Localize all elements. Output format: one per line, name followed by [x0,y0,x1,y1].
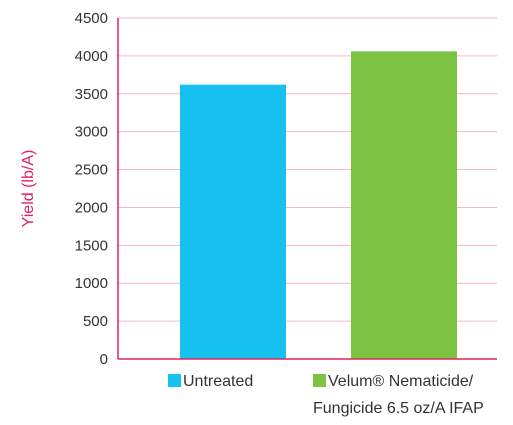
y-tick-labels: 0 500 1000 1500 2000 2500 3000 3500 4000 4500 [75,10,108,368]
legend: Untreated Velum® Nematicide/Fungicide 6.5… [168,373,484,417]
axes [117,18,497,360]
y-tick-label-2500: 2500 [75,162,108,179]
y-tick-label-1000: 1000 [75,275,108,292]
legend-label-2-line-2: Fungicide 6.5 oz/A IFAP [313,400,484,417]
y-tick-label-500: 500 [83,313,108,330]
legend-label-1-line-1: Untreated [183,373,253,390]
y-tick-label-4500: 4500 [75,10,108,27]
y-tick-label-3500: 3500 [75,86,108,103]
bar-2 [351,51,457,359]
y-tick-label-4000: 4000 [75,48,108,65]
legend-label-2-line-1: Velum® Nematicide/ [328,373,474,390]
y-tick-label-2000: 2000 [75,199,108,216]
bars [180,51,457,359]
y-tick-label-3000: 3000 [75,124,108,141]
legend-swatch-2 [313,374,326,387]
bar-1 [180,84,286,359]
legend-swatch-1 [168,374,181,387]
y-tick-label-1500: 1500 [75,237,108,254]
y-tick-label-0: 0 [100,351,108,368]
y-axis-label: Yield (lb/A) [20,150,37,228]
